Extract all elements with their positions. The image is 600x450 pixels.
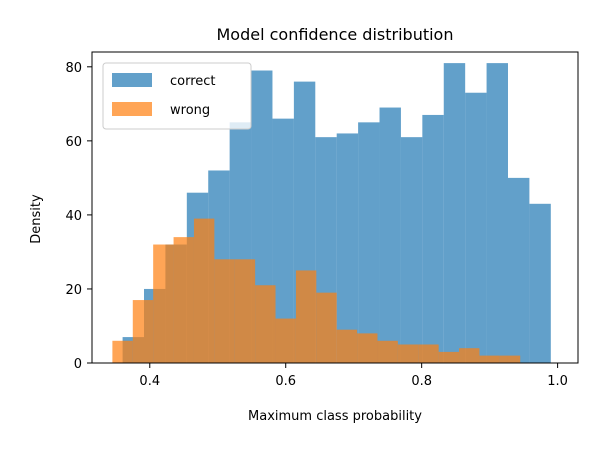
series-wrong — [112, 218, 521, 363]
y-tick-label: 40 — [65, 209, 82, 224]
bar-wrong-6 — [234, 259, 256, 363]
bar-correct-19 — [529, 203, 551, 363]
bar-wrong-12 — [357, 333, 378, 363]
bar-correct-10 — [336, 133, 359, 363]
bar-correct-17 — [486, 63, 508, 364]
x-tick-label: 0.6 — [275, 374, 296, 389]
bars-layer — [112, 63, 551, 364]
bar-wrong-16 — [438, 351, 460, 363]
bar-wrong-8 — [275, 318, 296, 363]
y-tick-label: 80 — [65, 61, 82, 76]
x-tick-label: 0.8 — [411, 374, 432, 389]
bar-correct-16 — [465, 92, 487, 363]
bar-wrong-9 — [295, 270, 317, 363]
bar-wrong-7 — [255, 285, 276, 363]
chart-title: Model confidence distribution — [217, 25, 454, 44]
legend: correct wrong — [102, 62, 252, 130]
bar-correct-18 — [507, 177, 530, 363]
bar-wrong-0 — [112, 340, 133, 363]
x-tick-label: 1.0 — [547, 374, 568, 389]
bar-wrong-15 — [418, 344, 439, 363]
bar-correct-15 — [443, 63, 466, 364]
bar-wrong-18 — [479, 355, 500, 363]
x-axis-label: Maximum class probability — [248, 409, 422, 424]
bar-wrong-5 — [214, 259, 235, 363]
bar-wrong-19 — [499, 355, 521, 363]
bar-wrong-4 — [193, 218, 215, 363]
bar-correct-7 — [272, 118, 294, 363]
bar-correct-13 — [400, 137, 423, 363]
legend-label-correct: correct — [170, 74, 216, 89]
bar-wrong-2 — [153, 244, 174, 363]
bar-correct-12 — [379, 107, 401, 363]
y-tick-label: 60 — [65, 135, 82, 150]
x-tick-label: 0.4 — [139, 374, 160, 389]
bar-wrong-3 — [173, 237, 194, 363]
bar-wrong-13 — [377, 340, 398, 363]
bar-wrong-17 — [459, 348, 480, 363]
legend-box — [102, 62, 252, 130]
y-tick-label: 20 — [65, 283, 82, 298]
y-tick-label: 0 — [74, 357, 82, 372]
axes-layer: 0.4 0.6 0.8 1.0 0 20 40 60 80 — [65, 51, 579, 389]
bar-wrong-10 — [316, 292, 337, 363]
bar-wrong-11 — [336, 329, 358, 363]
legend-swatch-correct — [112, 73, 152, 87]
legend-swatch-wrong — [112, 102, 152, 116]
plot-frame — [91, 51, 579, 364]
bar-correct-11 — [358, 122, 380, 363]
bar-correct-14 — [422, 114, 444, 363]
bar-wrong-14 — [397, 344, 419, 363]
y-axis-label: Density — [29, 194, 44, 244]
bar-wrong-1 — [132, 300, 154, 363]
legend-label-wrong: wrong — [170, 103, 210, 118]
